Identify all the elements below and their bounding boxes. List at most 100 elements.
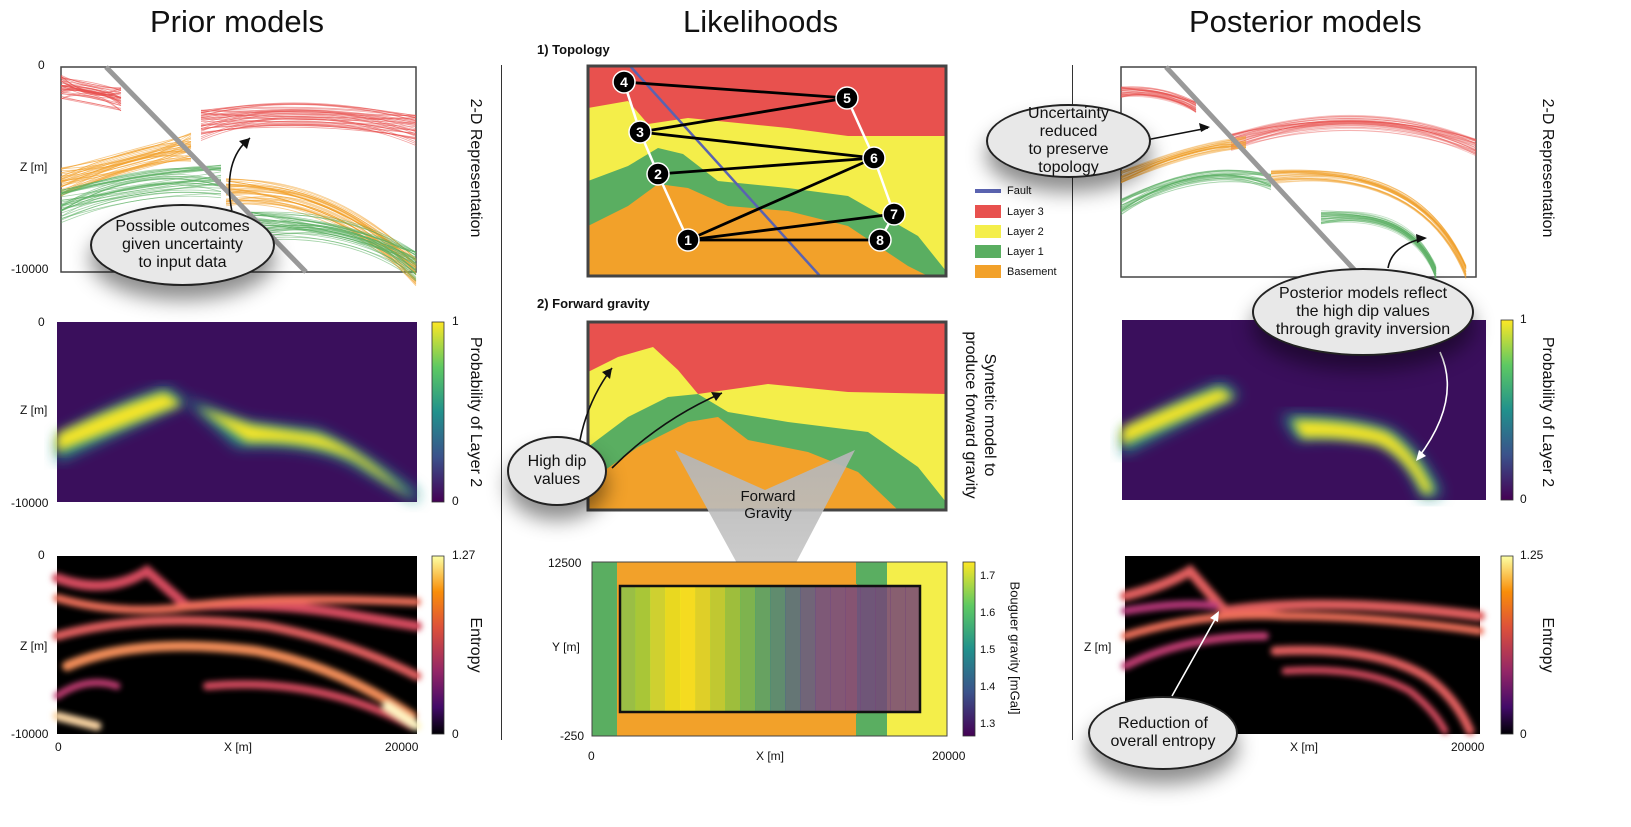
realization-line (1120, 88, 1197, 104)
realization-line (1120, 146, 1247, 182)
gravity-strip (680, 586, 696, 712)
realization-line (1120, 142, 1247, 178)
gravity-strip (860, 586, 876, 712)
gravity-strip (875, 586, 891, 712)
realization-line (200, 120, 417, 131)
realization-line (60, 143, 192, 180)
legend-label: Fault (1007, 185, 1032, 197)
realization-line (60, 80, 122, 95)
realization-line (250, 220, 417, 264)
realization-line (1230, 121, 1477, 141)
realization-line (1270, 177, 1467, 275)
realization-line (1120, 91, 1197, 108)
realization-line (250, 218, 417, 260)
realization-line (1120, 145, 1247, 182)
realization-line (1270, 177, 1467, 278)
realization-line (1120, 173, 1272, 207)
realization-line (1320, 211, 1437, 270)
legend-swatch (975, 225, 1001, 238)
realization-line (1120, 169, 1272, 202)
realization-line (60, 88, 122, 104)
realization-line (1320, 211, 1437, 268)
realization-line (1120, 86, 1197, 103)
realization-line (1120, 145, 1247, 183)
realization-line (60, 193, 222, 219)
gravity-strip (845, 586, 861, 712)
realization-line (1320, 220, 1437, 279)
prior-prob-cbar-min: 0 (452, 494, 459, 508)
forward-gravity-title: 2) Forward gravity (537, 296, 650, 311)
realization-line (1120, 174, 1272, 210)
realization-line (1230, 125, 1477, 153)
gravity-strip (770, 586, 786, 712)
legend-label: Layer 3 (1007, 205, 1044, 218)
realization-line (1120, 86, 1197, 103)
prior-y-top-tick: 0 (38, 58, 45, 72)
realization-line (200, 120, 417, 146)
realization-line (1230, 119, 1477, 149)
topology-node (646, 162, 670, 186)
realization-line (1120, 146, 1247, 183)
legend-item: Layer 2 (975, 225, 1044, 238)
legend-swatch (975, 189, 1001, 193)
realization-line (250, 232, 417, 274)
realization-line (1270, 175, 1467, 275)
forward-gravity-label: Forward Gravity (740, 488, 796, 522)
realization-line (1230, 118, 1477, 141)
realization-line (1230, 116, 1477, 144)
realization-line (1230, 119, 1477, 145)
gravity-strip (725, 586, 741, 712)
realization-line (1270, 178, 1467, 277)
synthetic-model-label: Syntetic model to produce forward gravit… (962, 331, 998, 499)
realization-line (1120, 147, 1247, 184)
realization-line (1120, 89, 1197, 106)
realization-line (1270, 171, 1467, 268)
realization-line (1320, 213, 1437, 269)
realization-line (60, 146, 192, 182)
realization-line (1230, 125, 1477, 152)
prior-prob-y-top: 0 (38, 315, 45, 329)
realization-line (1320, 218, 1437, 278)
legend-swatch (975, 245, 1001, 258)
post-x-max-tick: 20000 (1451, 740, 1485, 754)
realization-line (200, 121, 417, 127)
topology-node (835, 86, 859, 110)
posterior-models-title: Posterior models (1189, 4, 1422, 39)
realization-line (60, 97, 122, 111)
grav-y-bottom-tick: -250 (560, 729, 585, 743)
realization-line (1120, 87, 1197, 105)
realization-line (60, 187, 222, 214)
realization-line (1120, 144, 1247, 181)
realization-line (1120, 94, 1197, 113)
realization-line (250, 212, 417, 253)
prior-ent-y-top: 0 (38, 548, 45, 562)
realization-line (1120, 86, 1197, 103)
posterior-dip-callout: Posterior models reflect the high dip va… (1252, 268, 1474, 356)
grav-x-min-tick: 0 (588, 749, 595, 763)
realization-line (1230, 126, 1477, 152)
gravity-strip (800, 586, 816, 712)
realization-line (1320, 219, 1437, 280)
prior-x-label: X [m] (224, 740, 253, 754)
realization-line (1120, 92, 1197, 113)
realization-line (1270, 174, 1467, 273)
realization-line (1120, 87, 1197, 104)
realization-line (1320, 210, 1437, 266)
realization-line (250, 219, 417, 260)
realization-line (60, 95, 122, 109)
realization-line (1320, 220, 1437, 278)
realization-line (1120, 87, 1197, 103)
realization-line (1270, 172, 1467, 269)
realization-line (200, 109, 417, 122)
realization-line (60, 77, 122, 90)
legend-item: Layer 3 (975, 205, 1044, 218)
realization-line (1120, 178, 1272, 209)
realization-line (1120, 92, 1197, 108)
legend-item: Layer 1 (975, 245, 1044, 258)
realization-line (60, 91, 122, 105)
realization-line (1120, 89, 1197, 107)
realization-line (250, 226, 417, 271)
realization-line (1120, 174, 1272, 212)
uncertainty-reduced-callout: Uncertainty reduced to preserve topology (986, 104, 1151, 178)
realization-line (1120, 93, 1197, 111)
